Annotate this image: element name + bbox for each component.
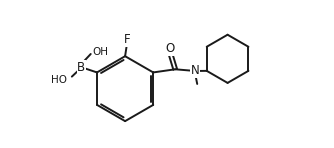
Text: OH: OH — [93, 47, 109, 57]
Text: F: F — [124, 33, 131, 46]
Text: HO: HO — [51, 75, 66, 85]
Text: N: N — [191, 65, 199, 77]
Text: B: B — [77, 61, 86, 74]
Text: O: O — [165, 42, 175, 55]
